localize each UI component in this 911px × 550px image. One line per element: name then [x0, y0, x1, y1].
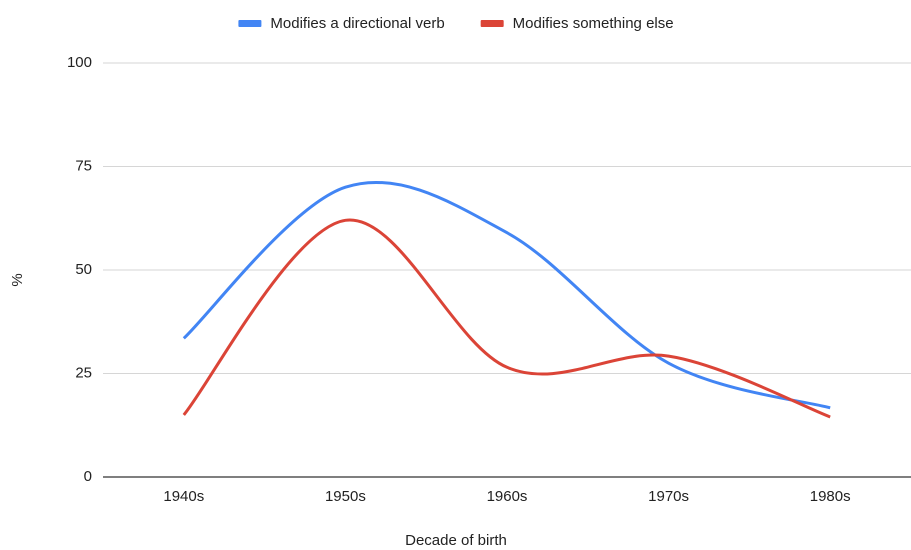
x-tick-label: 1970s	[648, 488, 689, 505]
line-series	[182, 218, 831, 419]
y-axis-label: %	[9, 273, 26, 286]
x-tick-label: 1960s	[487, 488, 528, 505]
legend-label: Modifies a directional verb	[270, 15, 444, 32]
x-tick-label: 1980s	[810, 488, 851, 505]
y-tick-label: 25	[75, 364, 92, 381]
y-tick-label: 100	[67, 54, 92, 71]
legend-swatch	[480, 20, 504, 27]
legend-label: Modifies something else	[513, 15, 674, 32]
x-tick-label: 1950s	[325, 488, 366, 505]
y-tick-label: 0	[84, 468, 92, 485]
legend-swatch	[238, 20, 262, 27]
x-tick-label: 1940s	[163, 488, 204, 505]
y-tick-label: 50	[75, 261, 92, 278]
line-series	[182, 180, 831, 410]
y-tick-label: 75	[75, 157, 92, 174]
x-axis-label: Decade of birth	[405, 532, 507, 549]
